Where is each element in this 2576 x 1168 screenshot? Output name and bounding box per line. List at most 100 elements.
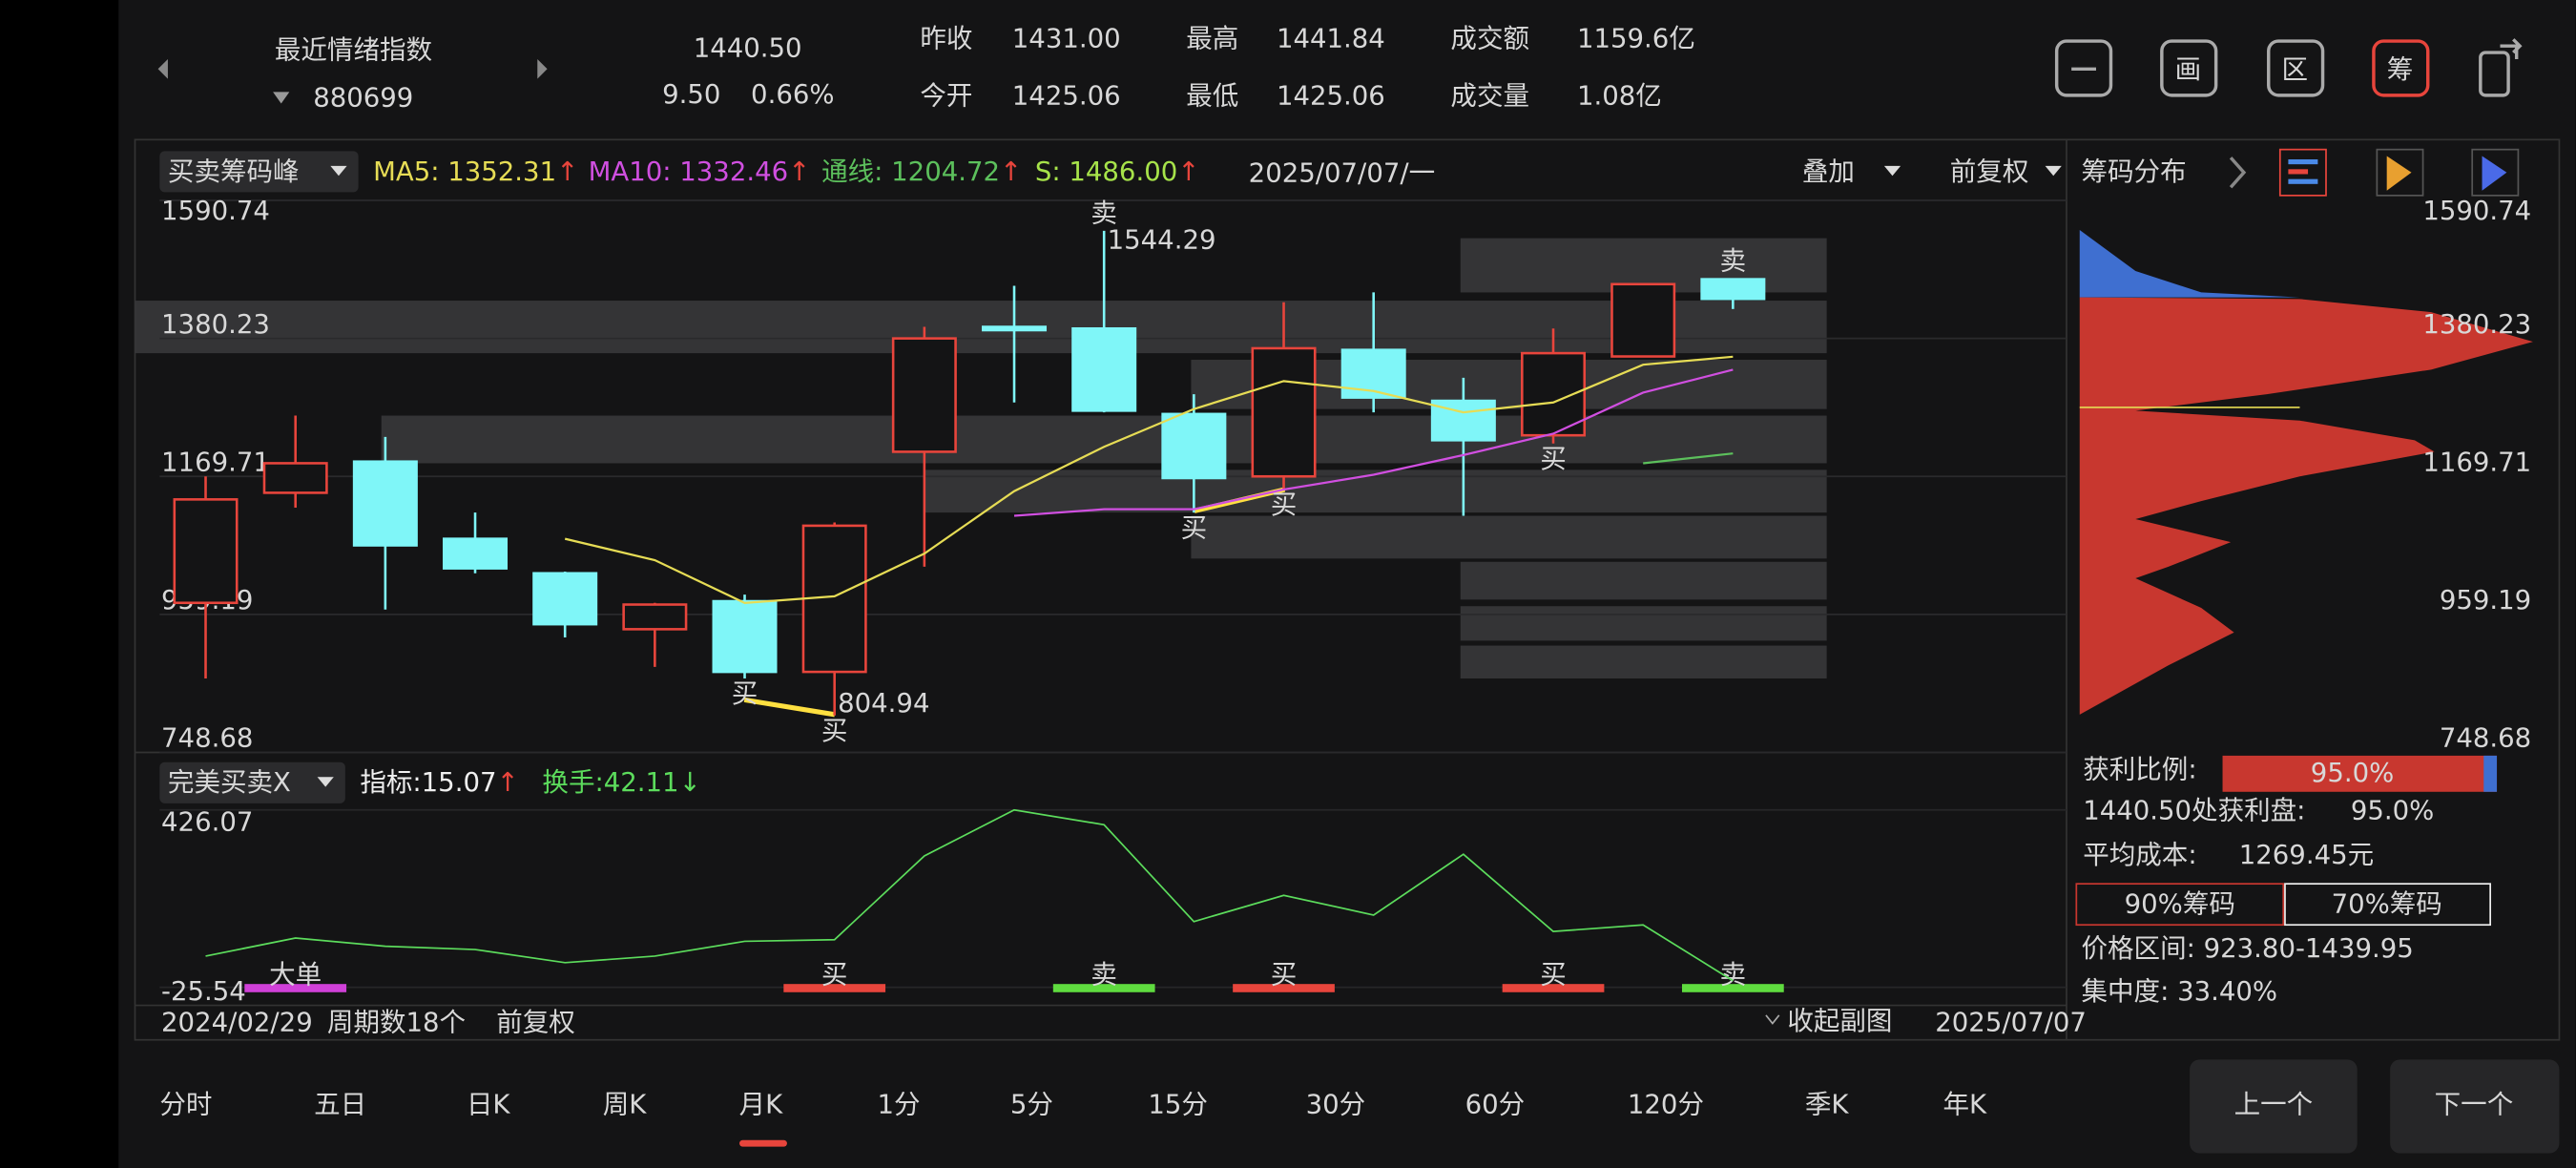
buy-signal: 买 <box>732 678 758 709</box>
candle-body <box>443 537 509 570</box>
next-button[interactable] <box>2390 1059 2560 1154</box>
profit-at: 95.0% <box>2351 795 2434 825</box>
nav-button-label[interactable]: 上一个 <box>2234 1090 2314 1120</box>
icon-label: 筹 <box>2387 54 2414 85</box>
y-tick-label: 1169.71 <box>161 447 270 477</box>
toolbar-date: 2025/07/07/一 <box>1249 157 1436 188</box>
prev-button[interactable] <box>2190 1059 2358 1154</box>
stat-value: 1441.84 <box>1277 23 1385 53</box>
stat-label: 今开 <box>920 81 972 112</box>
legend-entry: 换手:42.11↓ <box>542 767 700 798</box>
chip-y-tick-label: 959.19 <box>2440 585 2531 615</box>
sub-indicator-box[interactable] <box>159 761 345 803</box>
change-pct: 0.66% <box>751 79 834 110</box>
change: 9.50 <box>662 79 720 110</box>
icon-rotate-arrow <box>2500 38 2523 59</box>
legend-arrow: ↑ <box>556 156 578 187</box>
overlay-dropdown <box>1883 165 1901 177</box>
period-tab[interactable]: 日K <box>467 1090 511 1120</box>
legend-text: 换手:42.11 <box>542 767 678 798</box>
signal-label: 买 <box>1271 960 1298 991</box>
period-tab[interactable]: 1分 <box>877 1090 920 1120</box>
price-range: 价格区间: 923.80-1439.95 <box>2081 933 2413 964</box>
legend-arrow: ↑ <box>788 156 810 187</box>
candle-body <box>173 498 239 605</box>
prev-arrow[interactable] <box>157 58 168 79</box>
chip-y-tick-label: 1380.23 <box>2422 309 2531 340</box>
stock-code: 880699 <box>313 82 413 113</box>
signal-bar <box>244 984 347 992</box>
stat-value: 1159.6亿 <box>1577 23 1695 53</box>
signal-label: 卖 <box>1091 960 1117 991</box>
chip-profile-red <box>2079 297 2533 715</box>
signal-bar <box>1502 984 1605 992</box>
icon-label: 画 <box>2175 54 2202 85</box>
adjust-dropdown <box>2045 165 2062 177</box>
stat-label: 成交额 <box>1450 23 1529 53</box>
icon-minus[interactable] <box>2054 39 2113 97</box>
period-tab[interactable]: 周K <box>603 1090 648 1120</box>
chip-y-tick-label: 1590.74 <box>2422 196 2531 226</box>
period-tab[interactable]: 30分 <box>1306 1090 1366 1120</box>
chip-band <box>381 415 1827 464</box>
chip-icon-1-bar <box>2288 178 2318 184</box>
chip-icon-2[interactable] <box>2376 148 2424 197</box>
candle-body <box>532 572 598 626</box>
stat-value: 1425.06 <box>1277 81 1385 112</box>
legend-text: MA5: 1352.31 <box>373 156 556 187</box>
next-arrow[interactable] <box>537 58 548 79</box>
nav-button-label[interactable]: 下一个 <box>2435 1090 2514 1120</box>
ma-line <box>1013 368 1734 517</box>
period-tab[interactable]: 季K <box>1805 1090 1850 1120</box>
chip-icon-1-bar <box>2288 169 2309 175</box>
legend-text: S: 1486.00 <box>1035 156 1177 187</box>
range-90-box[interactable] <box>2075 883 2285 927</box>
icon-range[interactable] <box>2267 39 2325 97</box>
period-tab[interactable]: 年K <box>1942 1090 1987 1120</box>
footer-adjust: 前复权 <box>496 1008 575 1038</box>
active-tab-underline <box>739 1139 787 1147</box>
legend-text: MA10: 1332.46 <box>589 156 789 187</box>
collapse-icon <box>1765 1014 1780 1025</box>
period-tab[interactable]: 5分 <box>1010 1090 1053 1120</box>
max-label: 1544.29 <box>1108 224 1216 255</box>
ma-line <box>1643 452 1734 465</box>
legend-arrow: ↑ <box>496 767 518 798</box>
price: 1440.50 <box>694 33 802 64</box>
signal-label: 买 <box>1540 960 1567 991</box>
period-tab[interactable]: 15分 <box>1148 1090 1208 1120</box>
icon-chip[interactable] <box>2372 39 2430 97</box>
chip-icon-3[interactable] <box>2471 148 2520 197</box>
candle-body <box>622 603 688 631</box>
chip-icon-1[interactable] <box>2278 148 2327 197</box>
start-date: 2024/02/29 <box>161 1008 313 1038</box>
sub-y-tick-label: 426.07 <box>161 806 253 837</box>
period-tab[interactable]: 月K <box>739 1090 784 1120</box>
range-70-box[interactable] <box>2284 883 2492 927</box>
period-tab[interactable]: 五日 <box>314 1090 366 1120</box>
period-tab[interactable]: 120分 <box>1628 1090 1704 1120</box>
icon-draw[interactable] <box>2160 39 2218 97</box>
chip-view-icons <box>2278 148 2520 197</box>
code-dropdown[interactable] <box>273 92 290 104</box>
profit-bar <box>2222 755 2498 792</box>
legend-entry: S: 1486.00↑ <box>1035 156 1199 187</box>
stat-value: 1425.06 <box>1012 81 1121 112</box>
indicator-box[interactable] <box>159 151 359 193</box>
buy-signal: 买 <box>1181 512 1208 543</box>
ma-line <box>564 355 1734 604</box>
concentration: 集中度: 33.40% <box>2081 976 2277 1007</box>
profit-ratio: 95.0% <box>2311 758 2394 788</box>
stock-name: 最近情绪指数 <box>275 34 432 65</box>
chip-band <box>1460 645 1827 678</box>
profit-at-label: 1440.50处获利盘: <box>2083 795 2305 825</box>
collapse-button[interactable]: 收起副图 <box>1787 1006 1892 1036</box>
background <box>118 0 2576 1168</box>
stat-value: 1431.00 <box>1012 23 1121 53</box>
chip-icon-3-shape <box>2482 156 2507 191</box>
period-tab[interactable]: 60分 <box>1465 1090 1526 1120</box>
icon-rotate[interactable] <box>2479 51 2510 97</box>
period-tab[interactable]: 分时 <box>159 1090 212 1120</box>
